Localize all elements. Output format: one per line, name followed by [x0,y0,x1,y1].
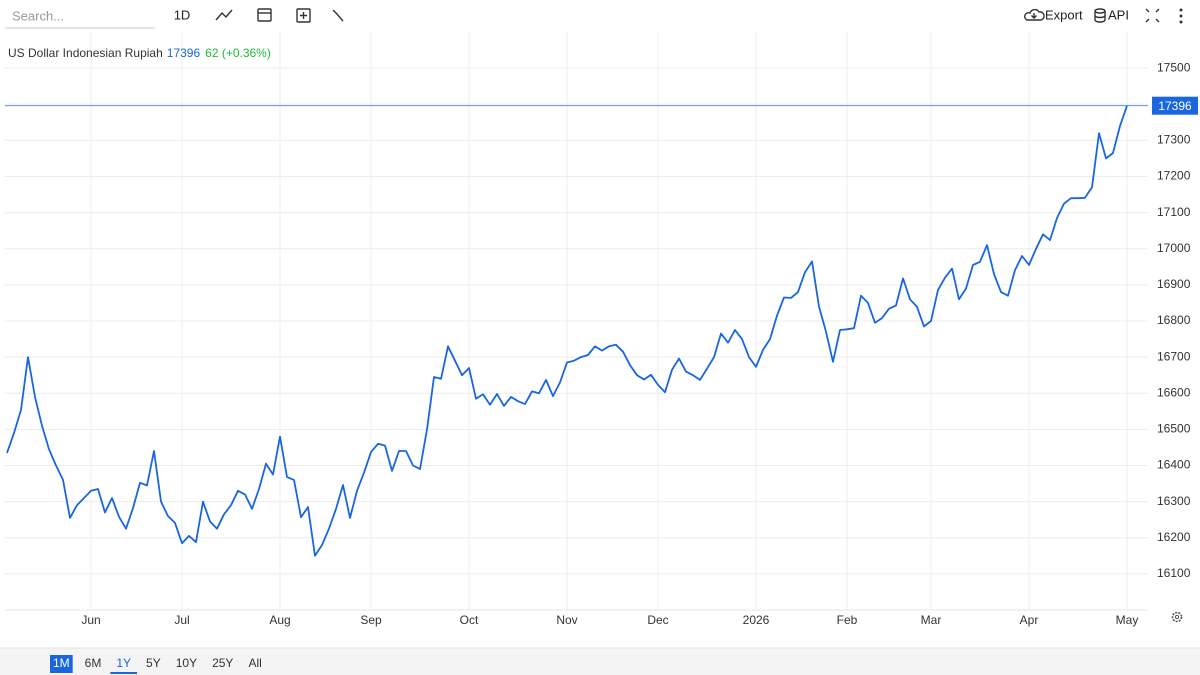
tools-icon[interactable] [332,9,344,22]
instrument-change: 62 (+0.36%) [205,46,271,60]
chart-type-icon[interactable] [215,9,233,21]
export-button[interactable]: Export [1045,7,1083,22]
search-placeholder: Search... [12,8,64,23]
range-button-bg[interactable] [50,655,73,673]
toolbar: Search... 1D Export API [5,4,1183,29]
x-tick-label: Dec [647,613,668,627]
range-button[interactable]: 10Y [176,656,197,670]
y-tick-label: 16500 [1157,422,1191,436]
y-tick-label: 16400 [1157,458,1191,472]
api-button[interactable]: API [1108,7,1129,22]
instrument-name: US Dollar Indonesian Rupiah [8,46,163,60]
last-price-tag [1152,96,1198,115]
y-tick-label: 16700 [1157,349,1191,363]
y-tick-label: 16900 [1157,277,1191,291]
x-tick-label: Jun [81,613,100,627]
x-tick-label: Oct [460,613,479,627]
range-button[interactable]: 1Y [116,656,131,670]
range-button[interactable]: 25Y [212,656,233,670]
y-tick-label: 17200 [1157,169,1191,183]
legend: US Dollar Indonesian Rupiah 17396 62 (+0.3… [8,46,271,60]
range-button[interactable]: All [248,656,261,670]
y-tick-label: 16100 [1157,566,1191,580]
collapse-icon[interactable] [1145,8,1160,23]
y-tick-label: 17000 [1157,241,1191,255]
x-tick-label: Feb [837,613,858,627]
y-tick-label: 17100 [1157,205,1191,219]
x-tick-label: Aug [269,613,290,627]
api-icon[interactable] [1094,8,1106,23]
y-tick-label: 16300 [1157,494,1191,508]
y-tick-label: 17300 [1157,133,1191,147]
range-bar [0,648,1200,675]
menu-icon[interactable] [1179,8,1183,24]
x-tick-label: Nov [556,613,577,627]
search-box[interactable] [5,4,155,28]
settings-icon[interactable] [1171,611,1183,623]
x-tick-label: Mar [921,613,942,627]
range-button[interactable]: 1M [53,656,70,670]
y-tick-label: 16200 [1157,530,1191,544]
y-tick-label: 16600 [1157,385,1191,399]
range-buttons: 1M 6M 1Y 5Y 10Y 25Y All [50,655,262,674]
range-button[interactable]: 6M [85,656,102,670]
y-tick-label: 17500 [1157,60,1191,74]
export-icon[interactable] [1024,8,1045,21]
x-tick-label: Apr [1020,613,1039,627]
add-indicator-icon[interactable] [296,8,311,23]
price-line [6,105,1128,557]
interval-button[interactable]: 1D [174,7,191,22]
range-button[interactable]: 5Y [146,656,161,670]
y-tick-label: 16800 [1157,313,1191,327]
calendar-icon[interactable] [257,8,272,22]
instrument-price: 17396 [167,46,201,60]
x-tick-label: 2026 [743,613,770,627]
x-tick-label: Jul [174,613,189,627]
x-tick-label: May [1116,613,1139,627]
plot-area: 16100 16200 16300 16400 16500 16600 16700 16800… [5,32,1198,627]
last-price-label: 17396 [1158,99,1192,113]
x-tick-label: Sep [360,613,382,627]
